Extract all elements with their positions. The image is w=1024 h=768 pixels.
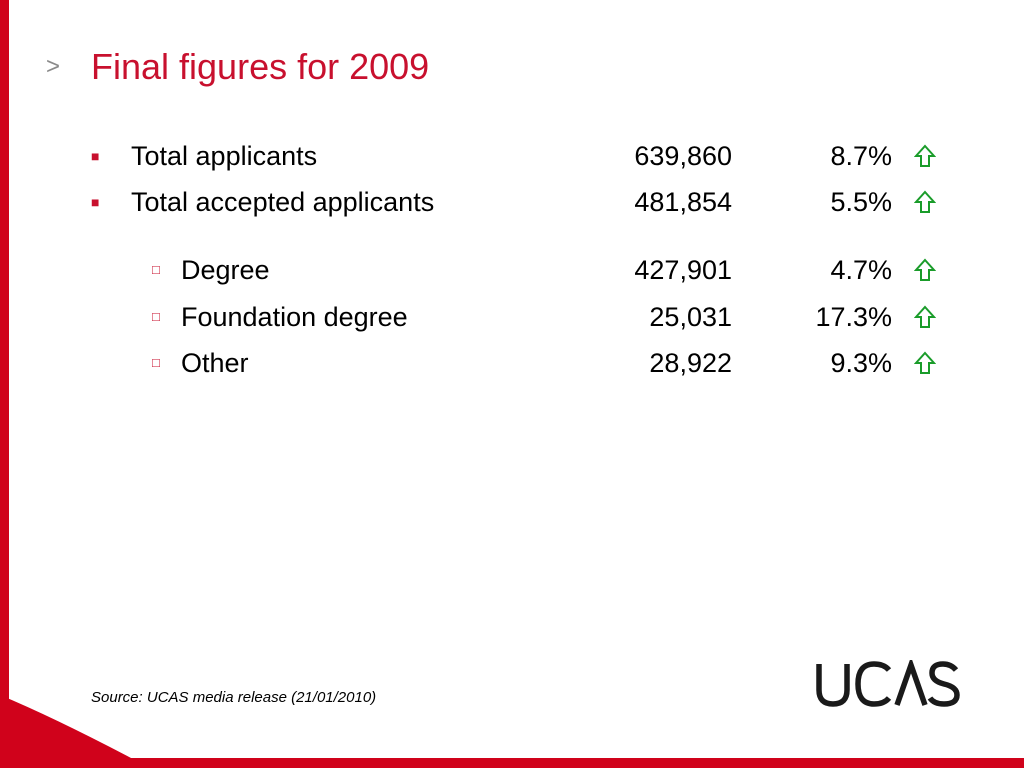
row-label: Total applicants <box>131 141 318 171</box>
row-label: Other <box>181 348 249 378</box>
stat-row-other: □ Other 28,922 9.3% <box>0 346 1024 380</box>
up-arrow-icon <box>914 144 936 167</box>
row-change: 9.3% <box>830 348 892 378</box>
stat-row-total-accepted: ■ Total accepted applicants 481,854 5.5% <box>0 185 1024 219</box>
source-caption: Source: UCAS media release (21/01/2010) <box>91 689 377 706</box>
row-count: 25,031 <box>649 302 732 332</box>
row-change: 17.3% <box>815 302 892 332</box>
row-label: Total accepted applicants <box>131 187 435 217</box>
row-count: 28,922 <box>649 348 732 378</box>
bullet-hollow-square-icon: □ <box>152 309 160 324</box>
bullet-hollow-square-icon: □ <box>152 355 160 370</box>
row-label: Degree <box>181 255 270 285</box>
bullet-hollow-square-icon: □ <box>152 262 160 277</box>
stat-row-total-applicants: ■ Total applicants 639,860 8.7% <box>0 139 1024 173</box>
row-count: 481,854 <box>634 187 732 217</box>
bullet-square-icon: ■ <box>91 194 100 210</box>
stat-row-foundation-degree: □ Foundation degree 25,031 17.3% <box>0 300 1024 334</box>
up-arrow-icon <box>914 351 936 374</box>
row-label: Foundation degree <box>181 302 408 332</box>
row-change: 5.5% <box>830 187 892 217</box>
page-title: Final figures for 2009 <box>91 46 430 87</box>
row-count: 427,901 <box>634 255 732 285</box>
up-arrow-icon <box>914 190 936 213</box>
up-arrow-icon <box>914 258 936 281</box>
up-arrow-icon <box>914 305 936 328</box>
row-change: 8.7% <box>830 141 892 171</box>
row-change: 4.7% <box>830 255 892 285</box>
ucas-logo <box>816 660 960 707</box>
left-accent-bar <box>0 0 9 768</box>
title-marker: > <box>46 53 61 80</box>
stat-row-degree: □ Degree 427,901 4.7% <box>0 253 1024 287</box>
row-count: 639,860 <box>634 141 732 171</box>
bullet-square-icon: ■ <box>91 148 100 164</box>
